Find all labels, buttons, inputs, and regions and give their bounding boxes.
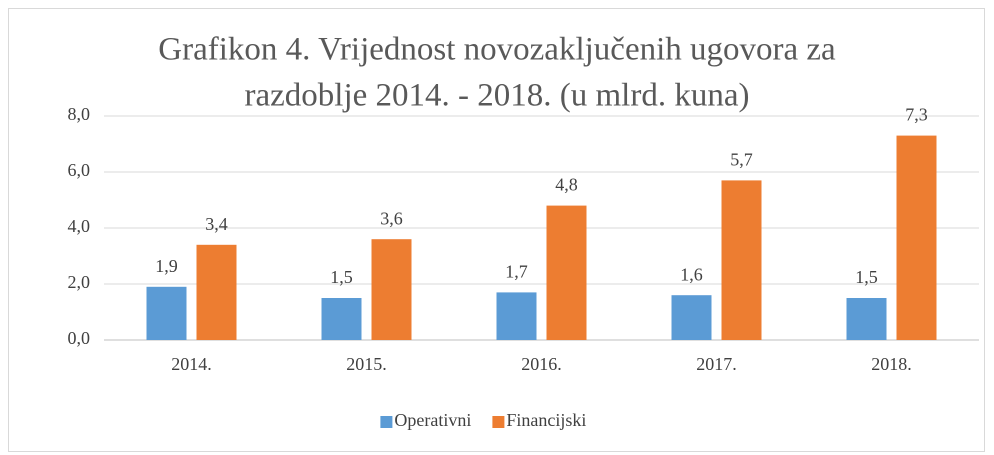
bar: [721, 180, 762, 340]
bar: [846, 298, 887, 340]
bar: [321, 298, 362, 340]
data-label: 1,7: [505, 262, 528, 282]
bar: [896, 135, 937, 340]
x-tick-label: 2017.: [696, 354, 737, 374]
data-label: 3,6: [380, 208, 403, 228]
y-tick-label: 0,0: [68, 328, 91, 348]
data-label: 4,8: [555, 175, 578, 195]
chart-title: Grafikon 4. Vrijednost novozaključenih u…: [158, 32, 836, 68]
x-tick-label: 2016.: [521, 354, 562, 374]
bar: [371, 239, 412, 340]
chart-border: [8, 8, 985, 452]
legend-label: Financijski: [506, 410, 586, 430]
data-label: 1,6: [680, 264, 703, 284]
bar: [546, 205, 587, 340]
data-label: 5,7: [730, 150, 753, 170]
x-tick-label: 2014.: [171, 354, 212, 374]
bar: [196, 244, 237, 340]
y-tick-label: 4,0: [68, 216, 91, 236]
y-tick-label: 6,0: [68, 160, 91, 180]
data-label: 7,3: [905, 105, 928, 125]
data-label: 3,4: [205, 214, 228, 234]
y-tick-label: 2,0: [68, 272, 91, 292]
bar: [496, 292, 537, 340]
bar: [671, 295, 712, 340]
data-label: 1,9: [155, 256, 178, 276]
legend-swatch: [380, 416, 393, 428]
bar: [146, 286, 187, 340]
legend-swatch: [492, 416, 505, 428]
legend-label: Operativni: [394, 410, 471, 430]
x-tick-label: 2015.: [346, 354, 387, 374]
chart-title: razdoblje 2014. - 2018. (u mlrd. kuna): [245, 78, 750, 114]
y-tick-label: 8,0: [68, 104, 91, 124]
data-label: 1,5: [855, 267, 878, 287]
x-tick-label: 2018.: [871, 354, 912, 374]
data-label: 1,5: [330, 267, 353, 287]
